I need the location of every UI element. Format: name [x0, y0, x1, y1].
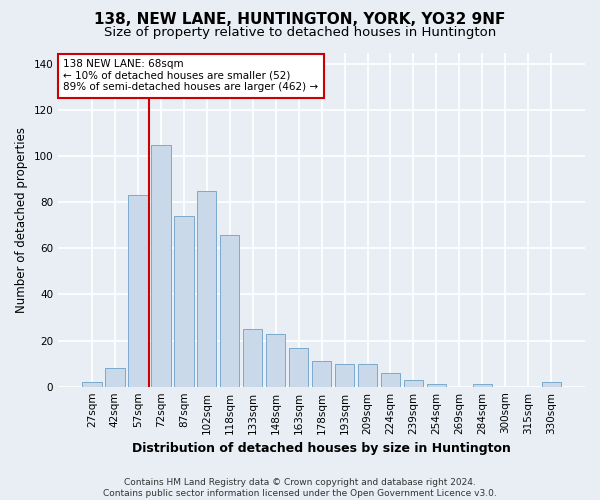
- Bar: [82, 382, 101, 386]
- Text: 138 NEW LANE: 68sqm
← 10% of detached houses are smaller (52)
89% of semi-detach: 138 NEW LANE: 68sqm ← 10% of detached ho…: [64, 59, 319, 92]
- Bar: [312, 362, 331, 386]
- Bar: [105, 368, 125, 386]
- Bar: [335, 364, 355, 386]
- Text: 138, NEW LANE, HUNTINGTON, YORK, YO32 9NF: 138, NEW LANE, HUNTINGTON, YORK, YO32 9N…: [94, 12, 506, 28]
- Bar: [220, 234, 239, 386]
- Bar: [358, 364, 377, 386]
- Bar: [197, 191, 217, 386]
- Bar: [266, 334, 286, 386]
- Bar: [542, 382, 561, 386]
- Bar: [128, 196, 148, 386]
- Text: Contains HM Land Registry data © Crown copyright and database right 2024.
Contai: Contains HM Land Registry data © Crown c…: [103, 478, 497, 498]
- Bar: [381, 373, 400, 386]
- Bar: [473, 384, 492, 386]
- Bar: [151, 144, 170, 386]
- Bar: [427, 384, 446, 386]
- X-axis label: Distribution of detached houses by size in Huntington: Distribution of detached houses by size …: [132, 442, 511, 455]
- Bar: [174, 216, 194, 386]
- Bar: [243, 329, 262, 386]
- Bar: [404, 380, 423, 386]
- Y-axis label: Number of detached properties: Number of detached properties: [15, 126, 28, 312]
- Bar: [289, 348, 308, 387]
- Text: Size of property relative to detached houses in Huntington: Size of property relative to detached ho…: [104, 26, 496, 39]
